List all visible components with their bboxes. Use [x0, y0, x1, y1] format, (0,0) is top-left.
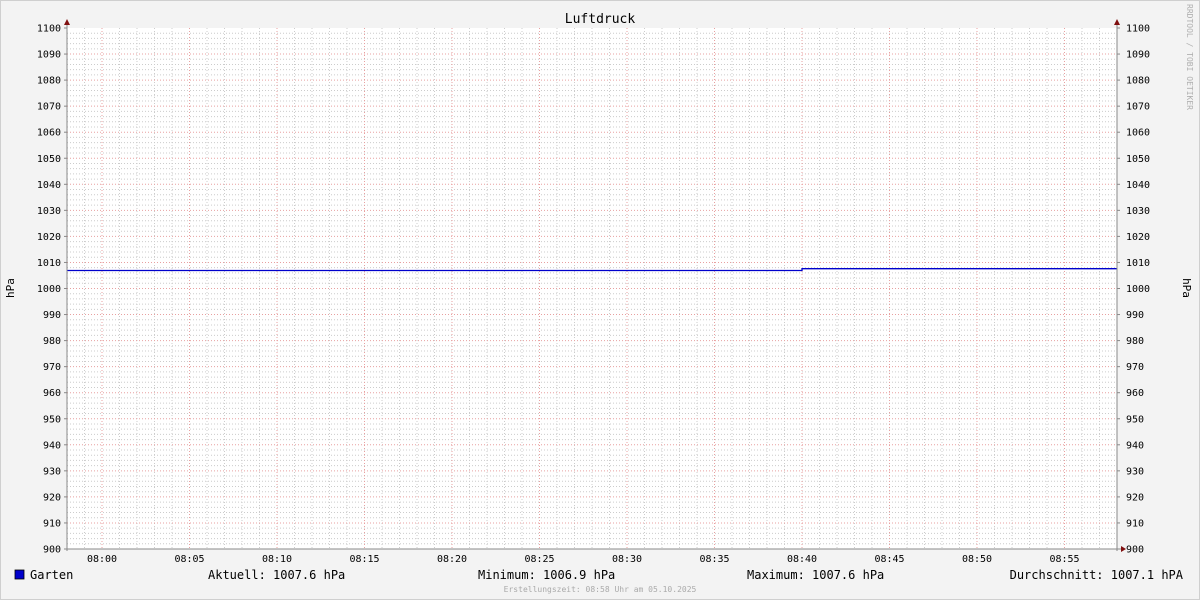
x-tick-label: 08:05 [174, 554, 204, 565]
y-tick-label-left: 1030 [37, 206, 61, 217]
y-tick-label-left: 1100 [37, 24, 61, 35]
y-axis-label-left: hPa [4, 278, 17, 298]
legend-swatch-garten [14, 569, 25, 580]
y-axis-label-right: hPa [1180, 278, 1193, 298]
y-tick-label-right: 1030 [1126, 206, 1150, 217]
x-tick-label: 08:35 [699, 554, 729, 565]
y-tick-label-right: 920 [1126, 492, 1144, 503]
y-tick-label-left: 1060 [37, 128, 61, 139]
legend-maximum: Maximum: 1007.6 hPa [747, 568, 884, 582]
y-tick-label-left: 1090 [37, 50, 61, 61]
y-tick-label-right: 970 [1126, 362, 1144, 373]
y-tick-label-right: 910 [1126, 518, 1144, 529]
x-axis-arrow [1121, 546, 1126, 552]
y-tick-label-left: 990 [43, 310, 61, 321]
x-tick-label: 08:50 [962, 554, 992, 565]
y-tick-label-left: 1040 [37, 180, 61, 191]
y-tick-label-left: 1000 [37, 284, 61, 295]
x-tick-label: 08:40 [787, 554, 817, 565]
y-tick-label-left: 940 [43, 440, 61, 451]
y-tick-label-right: 1080 [1126, 76, 1150, 87]
y-tick-label-left: 900 [43, 545, 61, 556]
y-axis-arrow-left [64, 19, 70, 25]
y-tick-label-right: 1040 [1126, 180, 1150, 191]
y-tick-label-right: 1000 [1126, 284, 1150, 295]
legend-current: Aktuell: 1007.6 hPa [208, 568, 345, 582]
y-tick-label-right: 950 [1126, 414, 1144, 425]
x-tick-label: 08:25 [524, 554, 554, 565]
y-tick-label-right: 1090 [1126, 50, 1150, 61]
y-tick-label-left: 960 [43, 388, 61, 399]
y-tick-label-right: 980 [1126, 336, 1144, 347]
x-tick-label: 08:45 [874, 554, 904, 565]
y-tick-label-left: 980 [43, 336, 61, 347]
grid [67, 28, 1117, 549]
footer-timestamp: Erstellungszeit: 08:58 Uhr am 05.10.2025 [504, 585, 697, 594]
y-axis-arrow-right [1114, 19, 1120, 25]
y-tick-label-left: 1050 [37, 154, 61, 165]
legend-series-name: Garten [30, 568, 73, 582]
watermark: RRDTOOL / TOBI OETIKER [1185, 4, 1194, 110]
y-tick-label-left: 920 [43, 492, 61, 503]
y-tick-label-right: 930 [1126, 466, 1144, 477]
legend-average: Durchschnitt: 1007.1 hPA [1010, 568, 1184, 582]
y-tick-label-left: 970 [43, 362, 61, 373]
y-tick-label-right: 1060 [1126, 128, 1150, 139]
y-tick-label-left: 950 [43, 414, 61, 425]
y-tick-label-right: 960 [1126, 388, 1144, 399]
x-tick-label: 08:10 [262, 554, 292, 565]
y-tick-label-right: 1100 [1126, 24, 1150, 35]
y-tick-label-right: 900 [1126, 545, 1144, 556]
y-tick-label-left: 930 [43, 466, 61, 477]
y-tick-label-right: 1020 [1126, 232, 1150, 243]
y-tick-label-right: 940 [1126, 440, 1144, 451]
series-line-garten [67, 268, 1117, 272]
y-tick-label-left: 1080 [37, 76, 61, 87]
chart-title: Luftdruck [565, 12, 636, 27]
y-tick-label-left: 1020 [37, 232, 61, 243]
x-tick-label: 08:20 [437, 554, 467, 565]
y-tick-label-right: 1010 [1126, 258, 1150, 269]
x-tick-label: 08:30 [612, 554, 642, 565]
y-tick-label-right: 1050 [1126, 154, 1150, 165]
axes [64, 19, 1126, 552]
y-tick-label-left: 1010 [37, 258, 61, 269]
y-tick-label-right: 1070 [1126, 102, 1150, 113]
x-tick-label: 08:55 [1049, 554, 1079, 565]
x-tick-label: 08:00 [87, 554, 117, 565]
legend-minimum: Minimum: 1006.9 hPa [478, 568, 615, 582]
y-tick-label-right: 990 [1126, 310, 1144, 321]
x-tick-label: 08:15 [349, 554, 379, 565]
series-layer [67, 268, 1117, 272]
y-tick-label-left: 910 [43, 518, 61, 529]
y-tick-label-left: 1070 [37, 102, 61, 113]
